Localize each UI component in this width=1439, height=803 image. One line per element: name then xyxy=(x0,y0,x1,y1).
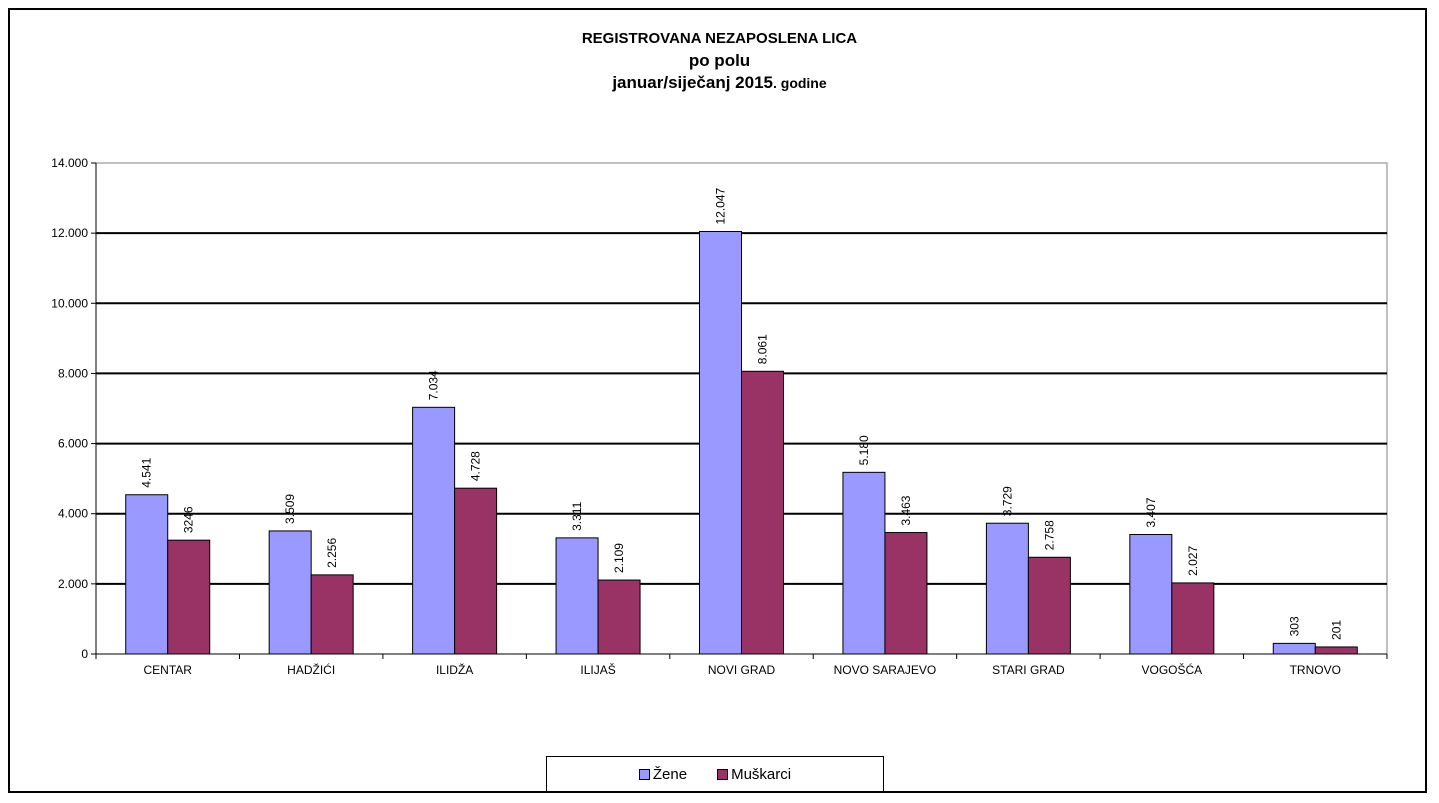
axes xyxy=(95,163,1387,655)
data-label: 2.256 xyxy=(325,538,339,568)
y-tick-label: 6.000 xyxy=(58,437,88,451)
data-label: 5.180 xyxy=(857,435,871,465)
bar-muskarci xyxy=(1027,556,1071,655)
chart-subtitle: po polu xyxy=(688,51,751,70)
legend-label-zene: Žene xyxy=(652,765,688,783)
bar-muskarci xyxy=(884,532,928,655)
data-label: 2.758 xyxy=(1042,520,1056,550)
data-label: 4.728 xyxy=(469,451,483,481)
x-tick-label: VOGOŠĆA xyxy=(1141,662,1202,677)
y-tick-label: 14.000 xyxy=(51,156,88,170)
bar-zene xyxy=(985,522,1029,655)
y-tick-label: 12.000 xyxy=(51,226,88,240)
x-tick-label: NOVI GRAD xyxy=(708,663,776,677)
bar-zene xyxy=(412,406,456,655)
x-axis-ticks: CENTAR HADŽIĆI ILIDŽA ILIJAŠ NOVI GRAD NOVO S… xyxy=(95,654,1388,677)
bar-zene xyxy=(125,494,169,655)
legend: Žene Muškarci xyxy=(546,756,884,792)
legend-swatch-zene xyxy=(638,768,650,780)
chart-period: januar/siječanj 2015. godine xyxy=(0,72,1439,94)
chart-title: REGISTROVANA NEZAPOSLENA LICA xyxy=(581,30,858,47)
data-label: 3246 xyxy=(182,506,196,533)
y-tick-label: 4.000 xyxy=(58,507,88,521)
bar-zene xyxy=(842,471,886,655)
bar-zene xyxy=(1272,642,1316,655)
data-label: 2.027 xyxy=(1186,546,1200,576)
data-label: 201 xyxy=(1329,620,1343,640)
data-labels: 4.541 3246 3.509 2.256 7.034 4.728 3.311 2.109 1… xyxy=(140,187,1344,639)
x-tick-label: ILIJAŠ xyxy=(580,662,615,677)
y-tick-label: 0 xyxy=(81,647,88,661)
legend-item-muskarci: Muškarci xyxy=(717,766,791,783)
x-tick-label: TRNOVO xyxy=(1290,663,1341,677)
chart-period-suffix: . godine xyxy=(772,75,827,91)
bar-muskarci xyxy=(741,370,784,655)
legend-item-zene: Žene xyxy=(638,765,688,783)
x-tick-label: STARI GRAD xyxy=(992,663,1065,677)
data-label: 7.034 xyxy=(427,370,441,400)
bars xyxy=(125,230,1358,655)
bar-zene xyxy=(555,537,599,655)
chart-period-main: januar/siječanj 2015 xyxy=(612,73,773,92)
bar-zene xyxy=(1129,534,1173,655)
data-label: 3.311 xyxy=(570,501,584,530)
y-tick-label: 10.000 xyxy=(51,296,88,310)
legend-label-muskarci: Muškarci xyxy=(731,765,792,783)
x-tick-label: NOVO SARAJEVO xyxy=(834,663,937,677)
data-label: 3.509 xyxy=(283,494,297,524)
data-label: 3.729 xyxy=(1000,486,1014,516)
chart-titles: REGISTROVANA NEZAPOSLENA LICA po polu ja… xyxy=(0,28,1439,94)
legend-swatch-muskarci xyxy=(717,768,729,780)
y-tick-label: 2.000 xyxy=(58,577,88,591)
y-tick-label: 8.000 xyxy=(58,366,88,380)
data-label: 8.061 xyxy=(756,334,770,364)
x-tick-label: CENTAR xyxy=(143,663,192,677)
x-tick-label: ILIDŽA xyxy=(436,662,473,677)
data-label: 12.047 xyxy=(714,187,728,224)
data-label: 4.541 xyxy=(140,457,154,487)
data-label: 2.109 xyxy=(612,543,626,573)
bar-muskarci xyxy=(597,579,641,655)
bar-zene xyxy=(268,530,312,655)
y-axis-ticks: 0 2.000 4.000 6.000 8.000 10.000 12.000 14.000 xyxy=(51,156,96,661)
bar-muskarci xyxy=(167,539,211,655)
bar-muskarci xyxy=(310,574,354,655)
bar-muskarci xyxy=(1314,646,1358,655)
x-tick-label: HADŽIĆI xyxy=(287,662,335,677)
data-label: 3.407 xyxy=(1144,497,1158,527)
bar-muskarci xyxy=(1171,582,1215,655)
bar-muskarci xyxy=(454,487,498,655)
bar-zene xyxy=(699,230,742,655)
data-label: 303 xyxy=(1287,616,1301,636)
data-label: 3.463 xyxy=(899,495,913,525)
